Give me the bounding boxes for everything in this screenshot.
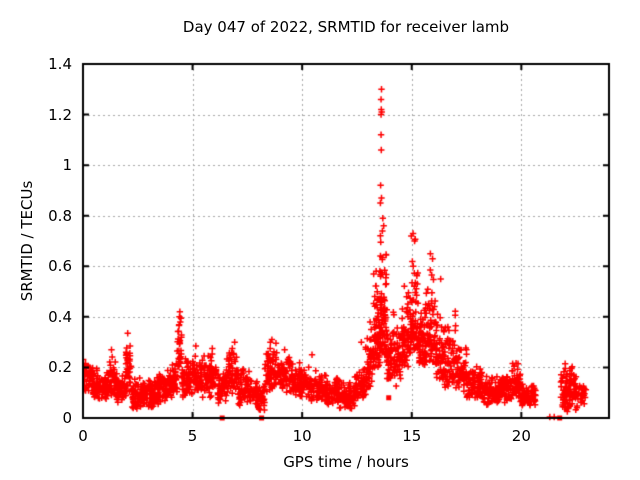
y-tick-label: 0.2 — [48, 358, 72, 377]
x-tick-label: 20 — [511, 427, 531, 445]
y-tick-label: 1.2 — [48, 105, 72, 124]
y-tick-label: 0.6 — [48, 257, 72, 276]
x-tick-label: 10 — [292, 427, 312, 445]
chart-title: Day 047 of 2022, SRMTID for receiver lam… — [182, 18, 510, 36]
y-tick-label: 0.8 — [48, 206, 72, 225]
x-tick-label: 15 — [402, 427, 422, 445]
x-axis-label: GPS time / hours — [283, 453, 409, 471]
y-tick-label: 0 — [62, 409, 72, 427]
x-tick-label: 5 — [187, 427, 198, 445]
y-tick-label: 1 — [62, 156, 72, 175]
y-tick-label: 0.4 — [48, 307, 72, 326]
x-tick-label: 0 — [78, 427, 88, 445]
y-tick-label: 1.4 — [48, 55, 72, 73]
y-axis-label-text: SRMTID / TECUs — [18, 180, 36, 302]
